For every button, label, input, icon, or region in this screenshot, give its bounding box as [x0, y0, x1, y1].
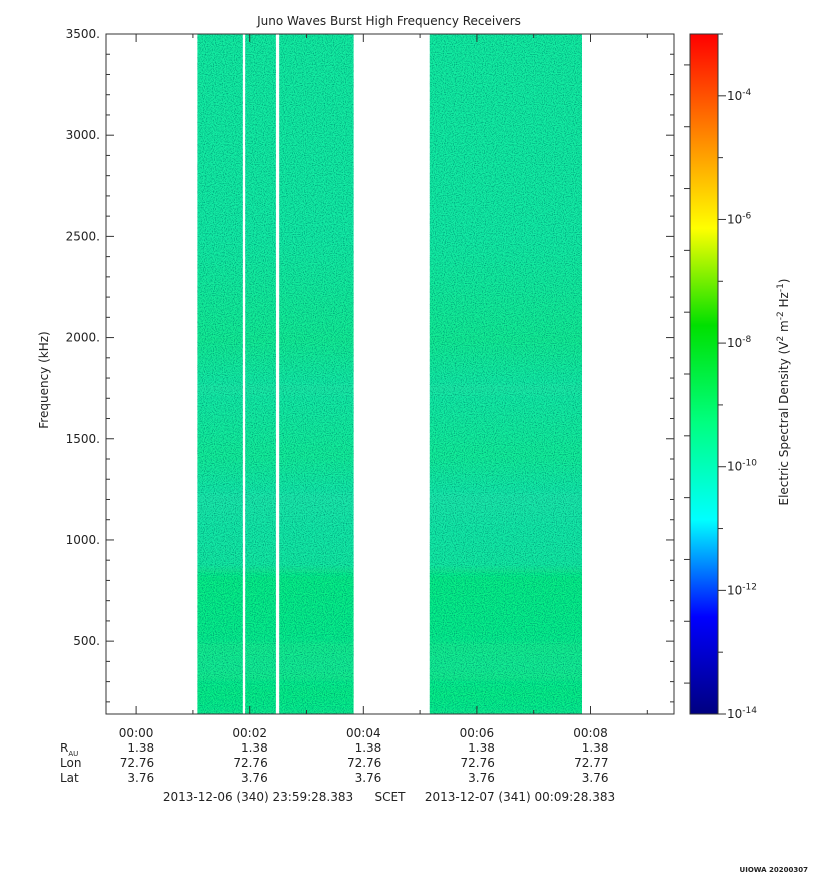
ephemeris-value: 1.38	[241, 741, 268, 755]
colorbar-label: Electric Spectral Density (V2 m-2 Hz-1)	[776, 278, 791, 505]
x-tick-label: 00:02	[232, 726, 267, 740]
footer-tag: UIOWA 20200307	[740, 866, 809, 874]
ephemeris-value: 72.76	[233, 756, 267, 770]
ephemeris-value: 72.76	[120, 756, 154, 770]
x-tick-label: 00:06	[460, 726, 495, 740]
scet-label: SCET	[375, 790, 407, 804]
ephemeris-value: 1.38	[127, 741, 154, 755]
colorbar	[690, 34, 718, 714]
ephemeris-row-label: Lat	[60, 771, 79, 785]
data-block-4	[429, 34, 582, 714]
ephemeris-row-label: RAU	[60, 741, 78, 758]
chart-title: Juno Waves Burst High Frequency Receiver…	[256, 14, 521, 28]
colorbar-tick-label: 10-14	[727, 706, 757, 721]
colorbar-tick-label: 10-4	[727, 88, 752, 103]
ephemeris-value: 72.77	[574, 756, 608, 770]
data-block-3	[279, 34, 354, 714]
data-block-1	[197, 34, 243, 714]
x-tick-label: 00:00	[119, 726, 154, 740]
colorbar-tick-label: 10-12	[727, 582, 757, 597]
time-start: 2013-12-06 (340) 23:59:28.383	[163, 790, 353, 804]
ephemeris-value: 1.38	[582, 741, 609, 755]
y-tick-label: 2000.	[66, 331, 100, 345]
ephemeris-value: 3.76	[127, 771, 154, 785]
plot-frame	[105, 33, 675, 715]
y-tick-label: 1000.	[66, 533, 100, 547]
data-block-2	[245, 34, 276, 714]
colorbar-tick-label: 10-8	[727, 335, 752, 350]
ephemeris-value: 72.76	[347, 756, 381, 770]
x-tick-label: 00:04	[346, 726, 381, 740]
ephemeris-value: 3.76	[241, 771, 268, 785]
colorbar-tick-label: 10-6	[727, 211, 752, 226]
ephemeris-value: 3.76	[582, 771, 609, 785]
y-tick-label: 1500.	[66, 432, 100, 446]
y-axis-label: Frequency (kHz)	[37, 331, 51, 428]
y-tick-label: 500.	[73, 634, 100, 648]
ephemeris-value: 1.38	[355, 741, 382, 755]
colorbar-tick-label: 10-10	[727, 459, 757, 474]
ephemeris-table: RAU 1.38 1.38 1.38 1.38 1.38 Lon 72.76 72.76 72.7…	[60, 741, 609, 785]
ephemeris-value: 1.38	[468, 741, 495, 755]
time-end: 2013-12-07 (341) 00:09:28.383	[425, 790, 615, 804]
x-tick-label: 00:08	[573, 726, 608, 740]
y-axis: 500. 1000. 1500. 2000. 2500. 3000. 3500.	[66, 27, 674, 703]
ephemeris-row-label: Lon	[60, 756, 81, 770]
spectrogram-data	[197, 34, 582, 714]
x-axis: 00:00 00:02 00:04 00:06 00:08	[119, 34, 648, 740]
time-range: 2013-12-06 (340) 23:59:28.383 SCET 2013-…	[163, 790, 615, 804]
ephemeris-value: 3.76	[468, 771, 495, 785]
colorbar-axis: 10-14 10-12 10-10 10-8 10-6 10-4	[684, 33, 757, 721]
ephemeris-value: 72.76	[461, 756, 495, 770]
y-tick-label: 3500.	[66, 27, 100, 41]
ephemeris-value: 3.76	[355, 771, 382, 785]
y-tick-label: 2500.	[66, 229, 100, 243]
y-tick-label: 3000.	[66, 128, 100, 142]
